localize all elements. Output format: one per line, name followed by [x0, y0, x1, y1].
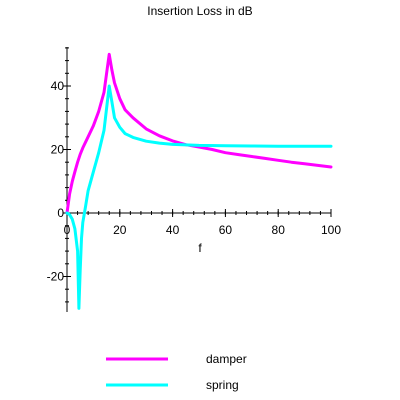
- legend-label-damper: damper: [206, 352, 247, 366]
- chart-title: Insertion Loss in dB: [147, 4, 252, 18]
- legend-label-spring: spring: [206, 378, 239, 392]
- x-tick-label: 0: [64, 223, 71, 237]
- y-tick-label: 20: [51, 143, 65, 157]
- series-line-damper: [65, 52, 333, 215]
- x-axis-label: f: [198, 241, 202, 255]
- y-tick-label: -20: [47, 270, 65, 284]
- x-tick-label: 80: [272, 223, 286, 237]
- x-tick-label: 40: [166, 223, 180, 237]
- axes-layer: 0 20 40 60 80 100 -20 0 20 40: [47, 47, 341, 312]
- x-tick-label: 60: [219, 223, 233, 237]
- series-layer: [65, 52, 333, 310]
- y-tick-label: 0: [57, 206, 64, 220]
- series-line-spring: [65, 84, 333, 310]
- x-tick-label: 100: [321, 223, 341, 237]
- y-tick-label: 40: [51, 79, 65, 93]
- x-tick-label: 20: [113, 223, 127, 237]
- legend: damper spring: [106, 352, 247, 392]
